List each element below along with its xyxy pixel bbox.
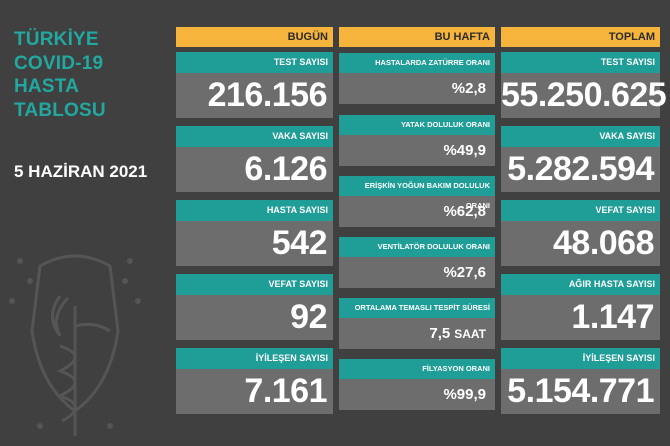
card-label: VENTİLATÖR DOLULUK ORANI (339, 237, 495, 257)
card-label: AĞIR HASTA SAYISI (501, 274, 660, 295)
ministry-emblem-icon (9, 254, 141, 436)
card-label: TEST SAYISI (176, 52, 333, 73)
today-header: BUGÜN (176, 27, 333, 47)
value-text: %62,8 (443, 203, 486, 220)
week-contact-time-card: ORTALAMA TEMASLI TESPİT SÜRESİ 7,5 SAAT (339, 298, 495, 349)
card-label: HASTALARDA ZATÜRRE ORANI (339, 53, 495, 73)
card-value: 5.154.771 (501, 369, 660, 414)
card-value: 92 (176, 295, 333, 340)
card-value: 1.147 (501, 295, 660, 340)
card-value: 7.161 (176, 369, 333, 414)
card-label: VAKA SAYISI (501, 126, 660, 147)
card-label: İYİLEŞEN SAYISI (176, 348, 333, 369)
card-value: %2,8 (339, 73, 495, 104)
today-test-card: TEST SAYISI 216.156 (176, 52, 333, 118)
week-pneumonia-card: HASTALARDA ZATÜRRE ORANI %2,8 (339, 53, 495, 104)
card-label: ORTALAMA TEMASLI TESPİT SÜRESİ (339, 298, 495, 318)
card-label: VEFAT SAYISI (176, 274, 333, 295)
value-text: %2,8 (451, 80, 486, 97)
title-line-2: COVID-19 (14, 52, 104, 74)
card-label: YATAK DOLULUK ORANI (339, 115, 495, 135)
card-label: VAKA SAYISI (176, 126, 333, 147)
card-value: %99,9 (339, 379, 495, 410)
today-death-card: VEFAT SAYISI 92 (176, 274, 333, 340)
value-text: 7,5 (429, 325, 451, 342)
total-death-card: VEFAT SAYISI 48.068 (501, 200, 660, 266)
total-header: TOPLAM (501, 27, 660, 47)
card-value: %49,9 (339, 135, 495, 166)
week-column: BU HAFTA HASTALARDA ZATÜRRE ORANI %2,8 Y… (339, 27, 495, 410)
card-value: 5.282.594 (501, 147, 660, 192)
card-label: İYİLEŞEN SAYISI (501, 348, 660, 369)
value-text: %49,9 (443, 142, 486, 159)
page-title: TÜRKİYE COVID-19 HASTA TABLOSU (14, 28, 106, 122)
today-case-card: VAKA SAYISI 6.126 (176, 126, 333, 192)
card-value: 6.126 (176, 147, 333, 192)
today-patient-card: HASTA SAYISI 542 (176, 200, 333, 266)
card-value: 55.250.625 (501, 73, 667, 118)
card-label: VEFAT SAYISI (501, 200, 660, 221)
card-value: 7,5 SAAT (339, 318, 495, 349)
week-bed-occupancy-card: YATAK DOLULUK ORANI %49,9 (339, 115, 495, 166)
total-severe-card: AĞIR HASTA SAYISI 1.147 (501, 274, 660, 340)
value-text: %99,9 (443, 386, 486, 403)
week-filiation-card: FİLYASYON ORANI %99,9 (339, 359, 495, 410)
card-label: TEST SAYISI (501, 52, 660, 73)
week-ventilator-card: VENTİLATÖR DOLULUK ORANI %27,6 (339, 237, 495, 288)
total-test-card: TEST SAYISI 55.250.625 (501, 52, 667, 118)
week-icu-occupancy-card: ERİŞKİN YOĞUN BAKIM DOLULUK ORANI %62,8 (339, 176, 495, 227)
title-line-3: HASTA (14, 76, 80, 97)
report-date: 5 HAZİRAN 2021 (14, 162, 148, 181)
value-text: %27,6 (443, 264, 486, 281)
card-value: 216.156 (176, 73, 333, 118)
card-value: %62,8 (339, 196, 495, 227)
today-column: BUGÜN TEST SAYISI 216.156 VAKA SAYISI 6.… (176, 27, 333, 414)
week-header: BU HAFTA (339, 27, 495, 47)
card-value: 542 (176, 221, 333, 266)
title-line-1: TÜRKİYE (14, 29, 99, 50)
total-column: TOPLAM TEST SAYISI 55.250.625 VAKA SAYIS… (501, 27, 667, 414)
total-case-card: VAKA SAYISI 5.282.594 (501, 126, 660, 192)
card-label: HASTA SAYISI (176, 200, 333, 221)
card-label: FİLYASYON ORANI (339, 359, 495, 379)
value-unit: SAAT (454, 327, 486, 341)
total-recovered-card: İYİLEŞEN SAYISI 5.154.771 (501, 348, 660, 414)
title-line-4: TABLOSU (14, 99, 106, 121)
card-value: %27,6 (339, 257, 495, 288)
card-label: ERİŞKİN YOĞUN BAKIM DOLULUK ORANI (339, 176, 495, 210)
today-recovered-card: İYİLEŞEN SAYISI 7.161 (176, 348, 333, 414)
card-value: 48.068 (501, 221, 660, 266)
